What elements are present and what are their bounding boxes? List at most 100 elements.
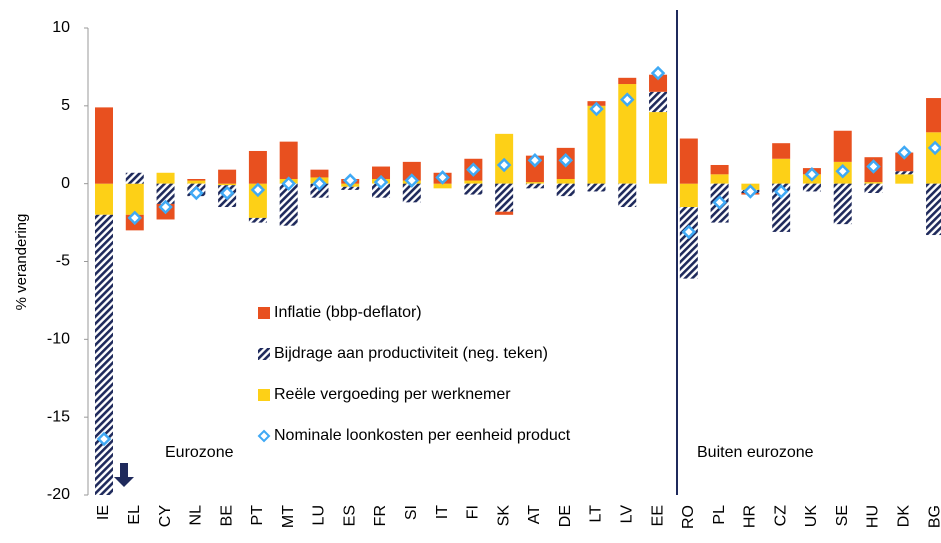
marker <box>342 173 358 188</box>
bar <box>895 171 914 175</box>
x-tick-label: HR <box>742 505 759 528</box>
legend-marker <box>258 307 270 319</box>
marker <box>189 185 204 201</box>
marker <box>681 224 697 240</box>
marker <box>96 431 112 447</box>
marker <box>804 167 820 182</box>
legend-label: Bijdrage aan productiviteit (neg. teken) <box>274 345 548 362</box>
annotation: Buiten eurozone <box>697 444 814 461</box>
marker <box>527 153 543 168</box>
bar <box>372 166 391 179</box>
x-tick-label: AT <box>526 505 543 524</box>
bar <box>433 183 452 189</box>
bar <box>556 178 575 184</box>
y-tick-label: -10 <box>47 331 70 348</box>
bar <box>187 180 206 184</box>
bar <box>341 186 360 190</box>
bar <box>248 217 267 223</box>
bar <box>926 183 941 236</box>
marker <box>373 174 389 190</box>
bar <box>218 169 237 184</box>
bar <box>833 183 852 225</box>
legend-marker <box>257 429 271 443</box>
marker <box>496 157 512 173</box>
marker <box>158 199 173 215</box>
bar <box>679 183 698 208</box>
y-tick-label: 10 <box>52 19 70 36</box>
marker <box>435 170 450 185</box>
bar <box>772 158 791 184</box>
x-tick-label: FI <box>465 505 482 519</box>
x-tick-label: SK <box>495 505 512 527</box>
marker <box>773 184 789 199</box>
y-tick-label: -20 <box>47 486 70 503</box>
bar <box>649 74 668 92</box>
marker <box>466 162 481 177</box>
bar <box>464 183 483 195</box>
bar <box>772 183 791 232</box>
x-tick-label: LT <box>588 505 605 523</box>
x-tick-label: FR <box>372 505 389 526</box>
x-tick-label: PT <box>249 505 266 526</box>
bar <box>464 180 483 184</box>
x-tick-label: EE <box>649 505 666 526</box>
arrow <box>114 463 134 487</box>
bar <box>618 183 637 208</box>
bar <box>525 183 544 189</box>
y-tick-label: -15 <box>47 408 70 425</box>
x-tick-label: RO <box>680 505 697 529</box>
annotation: Eurozone <box>165 444 234 461</box>
legend-label: Reële vergoeding per werknemer <box>274 386 511 403</box>
bar <box>156 183 175 204</box>
bar <box>156 172 175 184</box>
x-tick-label: DK <box>895 505 912 528</box>
bar <box>495 211 514 215</box>
marker <box>866 159 881 174</box>
marker <box>558 153 573 168</box>
legend-label: Nominale loonkosten per eenheid product <box>274 427 571 444</box>
x-tick-label: PL <box>711 505 728 525</box>
bar <box>649 112 668 184</box>
bar <box>310 169 329 178</box>
x-tick-label: LV <box>618 505 635 524</box>
marker <box>835 163 850 179</box>
marker <box>589 101 604 117</box>
x-tick-label: IT <box>434 505 451 519</box>
legend-marker <box>258 389 270 401</box>
x-tick-label: DE <box>557 505 574 527</box>
marker <box>650 65 666 81</box>
x-tick-label: MT <box>280 505 297 528</box>
bar <box>495 183 514 212</box>
bar <box>248 150 267 184</box>
marker <box>281 176 296 191</box>
bar <box>710 174 729 184</box>
bar <box>125 183 144 215</box>
bar <box>649 91 668 113</box>
x-tick-label: SI <box>403 505 420 520</box>
x-tick-label: ES <box>341 505 358 526</box>
bar <box>556 183 575 197</box>
bar <box>587 105 606 184</box>
bar <box>372 183 391 198</box>
marker <box>404 173 420 188</box>
y-tick-label: 0 <box>61 175 70 192</box>
x-tick-label: HU <box>865 505 882 528</box>
bar <box>895 174 914 184</box>
bar <box>279 141 298 179</box>
y-tick-label: 5 <box>61 97 70 114</box>
x-tick-label: CY <box>157 505 174 528</box>
marker <box>219 185 235 201</box>
bar <box>926 132 941 184</box>
bar <box>679 207 698 279</box>
x-tick-label: EL <box>126 505 143 525</box>
marker <box>927 140 941 156</box>
marker <box>619 92 635 107</box>
x-tick-label: UK <box>803 505 820 528</box>
bar <box>679 138 698 184</box>
marker <box>312 176 327 191</box>
bar <box>95 107 113 184</box>
bar <box>95 214 113 496</box>
bar <box>218 183 237 186</box>
bar <box>618 84 637 184</box>
